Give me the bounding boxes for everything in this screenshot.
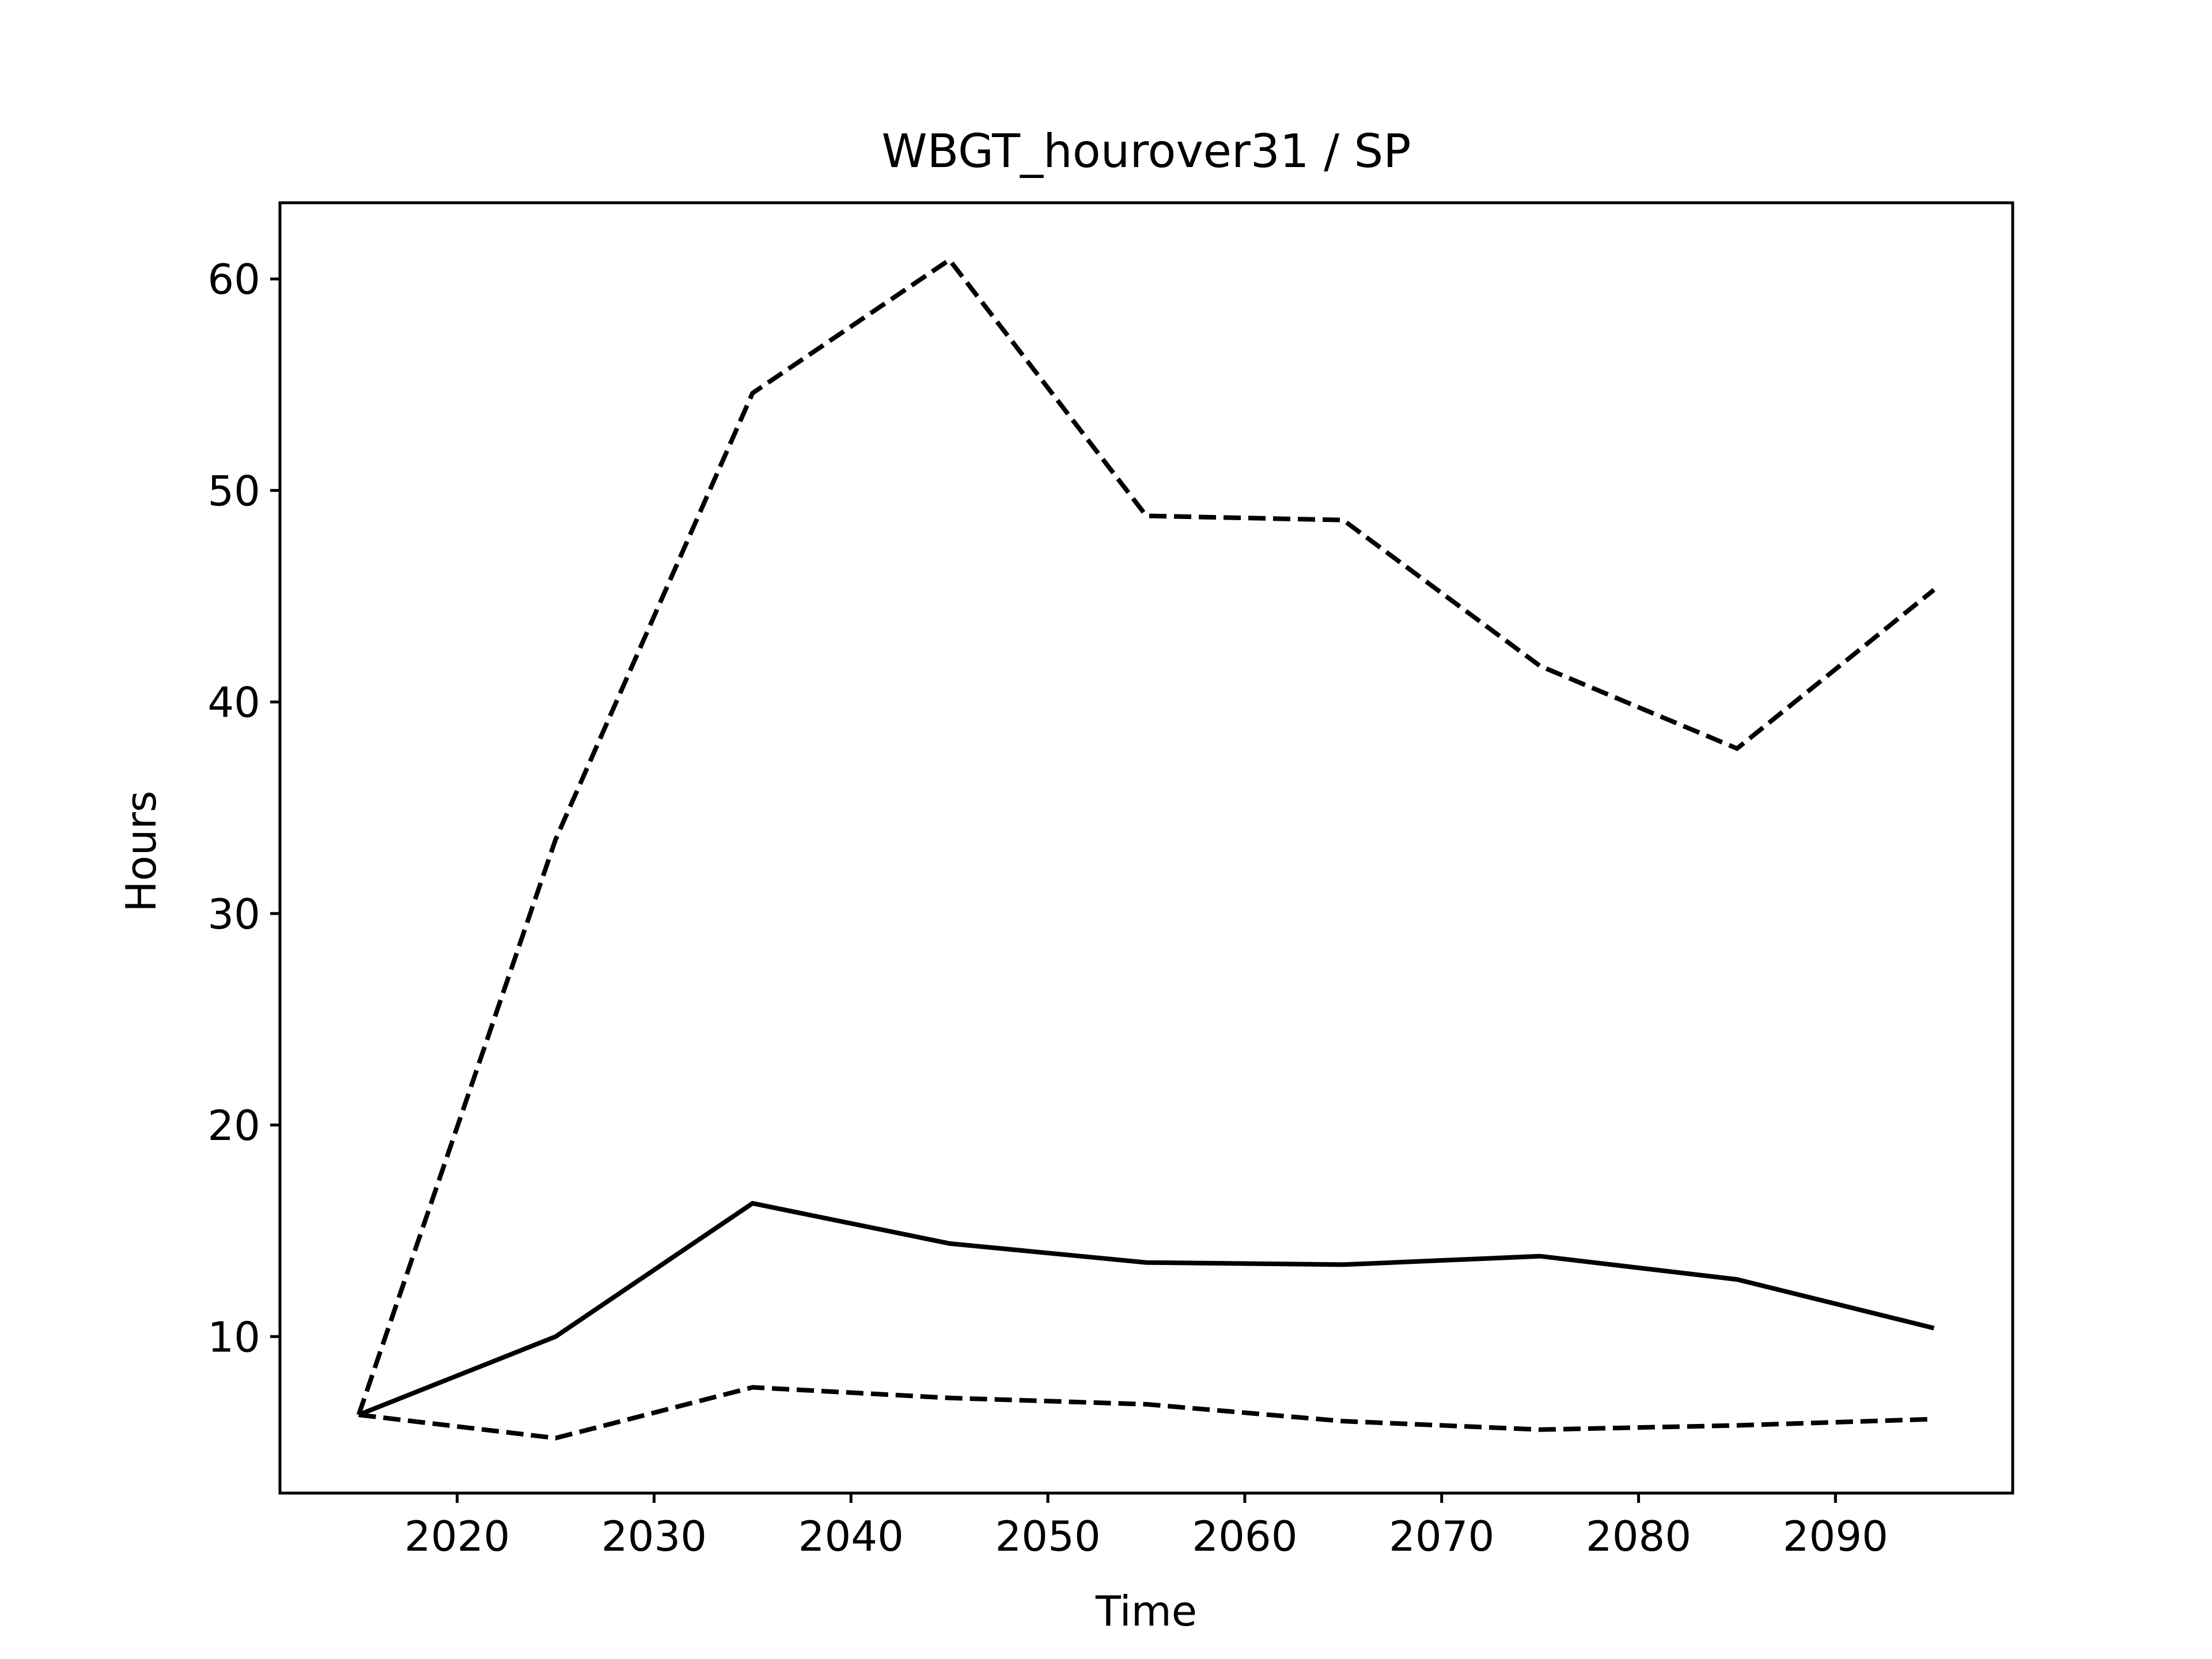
y-tick-label: 20 bbox=[207, 1101, 260, 1150]
series-line-solid bbox=[358, 1200, 1935, 1417]
x-tick-label: 2030 bbox=[601, 1512, 707, 1560]
y-tick-label: 40 bbox=[207, 679, 260, 727]
plot-area bbox=[356, 256, 1936, 1441]
x-tick-label: 2020 bbox=[404, 1512, 510, 1560]
series-line-dashed-upper bbox=[356, 256, 1936, 1416]
x-tick-label: 2040 bbox=[798, 1512, 904, 1560]
y-tick-label: 30 bbox=[207, 890, 260, 938]
y-tick-label: 50 bbox=[207, 467, 260, 515]
x-tick-label: 2060 bbox=[1192, 1512, 1297, 1560]
y-tick-label: 60 bbox=[207, 255, 260, 304]
x-tick-label: 2080 bbox=[1586, 1512, 1691, 1560]
axes-frame bbox=[278, 201, 2014, 1495]
chart-title: WBGT_hourover31 / SP bbox=[881, 124, 1411, 178]
x-tick-label: 2090 bbox=[1783, 1512, 1888, 1560]
y-axis-label: Hours bbox=[117, 791, 165, 912]
x-axis-ticks: 2020 2030 2040 2050 2060 2070 2080 2090 bbox=[404, 1493, 1888, 1560]
y-tick-label: 10 bbox=[207, 1313, 260, 1361]
x-tick-label: 2050 bbox=[995, 1512, 1100, 1560]
series-line-dashed-lower bbox=[358, 1385, 1934, 1441]
x-tick-label: 2070 bbox=[1389, 1512, 1494, 1560]
x-axis-label: Time bbox=[1095, 1587, 1197, 1635]
y-axis-ticks: 10 20 30 40 50 60 bbox=[207, 255, 280, 1361]
